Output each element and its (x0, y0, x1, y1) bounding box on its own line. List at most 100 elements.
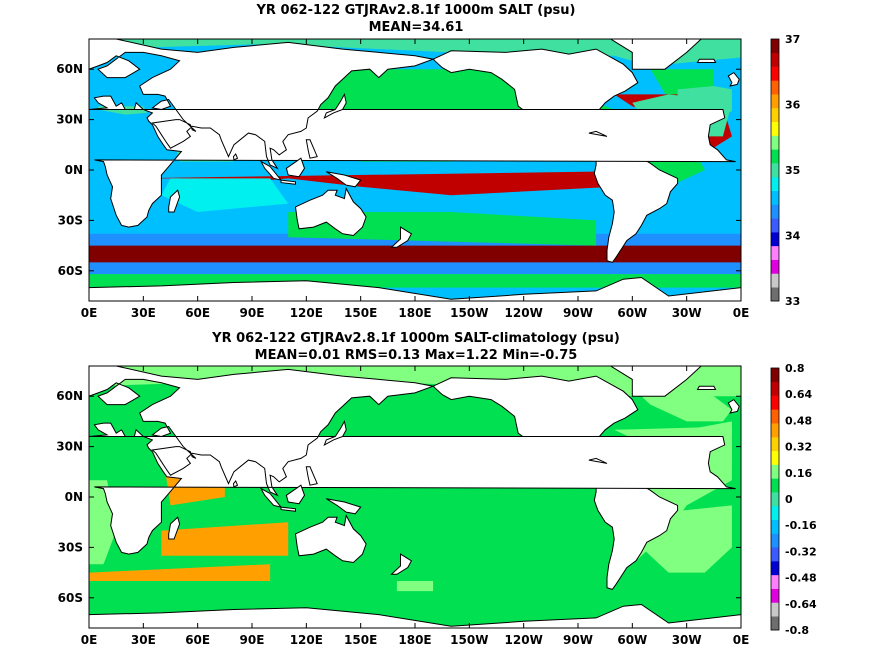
x-tick-label: 90E (240, 633, 265, 647)
colorbar-swatch (771, 149, 779, 164)
colorbar-swatch (771, 94, 779, 109)
land-south-america (593, 478, 679, 590)
colorbar-swatch (771, 436, 779, 452)
land-africa-eurasia (89, 366, 736, 555)
x-tick-label: 0E (733, 306, 750, 320)
colorbar-swatch (771, 218, 779, 233)
map1-title: YR 062-122 GTJRAv2.8.1f 1000m SALT (psu) (256, 3, 576, 18)
colorbar-tick-label: 0.64 (785, 388, 812, 401)
y-tick-label: 30N (56, 440, 83, 454)
colorbar-tick-label: -0.48 (785, 572, 817, 585)
colorbar-swatch (771, 287, 779, 302)
land-australia (294, 513, 367, 564)
colorbar-tick-label: 34 (785, 230, 801, 243)
land-japan (323, 92, 347, 119)
map-plot-area (89, 39, 741, 301)
field-region-3 (89, 245, 741, 263)
y-tick-label: 30N (56, 113, 83, 127)
colorbar-tick-label: 35 (785, 164, 800, 177)
field-region-21 (89, 513, 108, 556)
colorbar-swatch (771, 259, 779, 274)
colorbar-tick-label: -0.16 (785, 519, 817, 532)
colorbar-swatch (771, 492, 779, 507)
colorbar-tick-label: -0.32 (785, 545, 817, 558)
y-tick-label: 60N (56, 389, 83, 403)
colorbar-swatch (771, 163, 779, 178)
land-madagascar (168, 516, 181, 540)
colorbar-tick-label: 36 (785, 99, 801, 112)
land-greenland (609, 39, 702, 70)
colorbar-tick-label: 0 (785, 493, 793, 506)
colorbar-swatch (771, 561, 779, 576)
y-tick-label: 30S (58, 213, 83, 227)
land-british-isles (727, 398, 740, 414)
colorbar-swatch (771, 232, 779, 247)
land-greenland (609, 366, 702, 397)
x-tick-label: 60E (185, 306, 210, 320)
colorbar-swatch (771, 602, 779, 617)
land-new-zealand (390, 226, 413, 248)
field-region-4 (161, 522, 289, 556)
y-tick-label: 30S (58, 540, 83, 554)
land-philippines (305, 466, 318, 486)
x-tick-label: 30E (131, 306, 156, 320)
x-tick-label: 120E (290, 306, 323, 320)
colorbar-swatch (771, 176, 779, 191)
colorbar-swatch (771, 381, 779, 396)
land-africa-eurasia (89, 39, 736, 228)
land-java (280, 179, 296, 185)
land-new-guinea (326, 498, 362, 515)
colorbar-frame (770, 367, 780, 631)
x-tick-label: 90W (563, 306, 593, 320)
land-cuba (588, 457, 608, 464)
colorbar-swatch (771, 409, 779, 424)
x-tick-label: 30W (672, 633, 702, 647)
x-tick-label: 0E (733, 633, 750, 647)
field-region-12 (677, 404, 720, 419)
colorbar-swatch (771, 273, 779, 288)
x-tick-label: 150E (344, 306, 377, 320)
land-borneo (285, 157, 306, 178)
colorbar-swatch (771, 574, 779, 589)
x-tick-label: 90W (563, 633, 593, 647)
colorbar-frame (770, 38, 780, 302)
map-panel-1: 0E 30E 60E 90E 120E 150E 180E 150W 120W 90W 60W 30W… (56, 33, 800, 320)
colorbar-swatch (771, 135, 779, 150)
x-tick-label: 180E (398, 306, 431, 320)
y-tick-label: 60S (58, 264, 83, 278)
map-plot-area (89, 366, 741, 628)
land-cuba (588, 130, 608, 137)
land-sri-lanka (232, 153, 239, 161)
colorbar-swatch (771, 533, 779, 548)
colorbar-swatch (771, 66, 779, 81)
x-tick-label: 120W (505, 306, 543, 320)
colorbar-swatch (771, 107, 779, 123)
land-antarctica (89, 276, 741, 301)
x-tick-label: 0E (81, 633, 98, 647)
land-japan (323, 419, 347, 446)
colorbar-swatch (771, 395, 779, 410)
field-region-9 (405, 584, 430, 590)
land-sri-lanka (232, 480, 239, 488)
x-tick-label: 60E (185, 633, 210, 647)
colorbar-tick-label: 0.48 (785, 414, 812, 427)
land-philippines (305, 139, 318, 159)
land-new-zealand (390, 553, 413, 575)
x-tick-label: 0E (81, 306, 98, 320)
land-new-guinea (326, 171, 362, 188)
x-tick-label: 60W (617, 306, 647, 320)
field-region-6 (89, 39, 741, 66)
land-sumatra (259, 487, 283, 508)
colorbar-swatch (771, 368, 779, 383)
field-region-7 (89, 564, 271, 581)
colorbar-tick-label: 33 (785, 295, 800, 308)
map2-subtitle: MEAN=0.01 RMS=0.13 Max=1.22 Min=-0.75 (254, 348, 578, 363)
colorbar-swatch (771, 616, 779, 631)
land-british-isles (727, 71, 740, 87)
colorbar-swatch (771, 519, 779, 534)
colorbar-swatch (771, 423, 779, 438)
x-tick-label: 30E (131, 633, 156, 647)
land-madagascar (168, 189, 181, 213)
map-panel-2: 0E 30E 60E 90E 120E 150E 180E 150W 120W 90W 60W 30W… (56, 362, 817, 647)
colorbar-tick-label: 0.16 (785, 467, 812, 480)
